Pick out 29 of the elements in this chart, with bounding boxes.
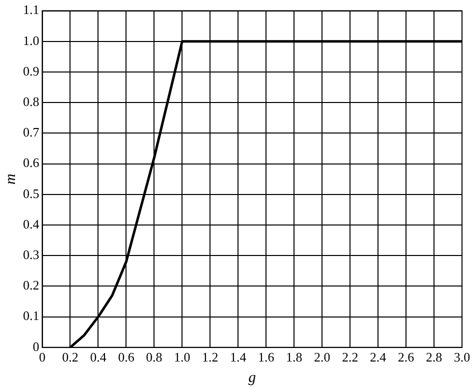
y-tick-label: 0	[32, 338, 40, 354]
y-tick-label: 1.0	[23, 32, 40, 48]
y-tick-label: 0.4	[23, 216, 40, 232]
y-axis-title: m	[2, 174, 19, 185]
y-tick-label: 0.7	[23, 124, 40, 140]
y-tick-label: 0.6	[23, 155, 40, 170]
x-tick-label: 1.0	[174, 350, 190, 365]
y-tick-label: 1.1	[23, 2, 40, 18]
x-tick-label: 0.8	[146, 350, 162, 365]
x-tick-label: 1.8	[286, 350, 302, 365]
x-tick-label: 3.0	[454, 350, 470, 365]
x-tick-label: 2.8	[426, 350, 442, 365]
x-tick-label: 0.4	[90, 350, 107, 365]
y-tick-label: 0.5	[23, 186, 40, 201]
x-tick-label: 2.6	[398, 350, 415, 365]
x-tick-label: 2.4	[370, 350, 387, 365]
x-tick-label: 1.6	[258, 350, 275, 365]
y-tick-label: 0.1	[23, 308, 40, 324]
x-tick-label: 0.2	[62, 350, 78, 365]
y-tick-label: 0.8	[23, 94, 40, 110]
y-tick-label: 0.2	[23, 278, 40, 293]
x-tick-label: 1.4	[230, 350, 247, 365]
x-axis-title: g	[248, 370, 256, 386]
x-tick-label: 2.0	[314, 350, 330, 365]
y-tick-label: 0.3	[23, 247, 40, 262]
x-tick-label: 1.2	[202, 350, 218, 365]
x-tick-label: 2.2	[342, 350, 358, 365]
x-tick-label: 0.6	[118, 350, 135, 365]
y-tick-label: 0.9	[23, 63, 40, 78]
